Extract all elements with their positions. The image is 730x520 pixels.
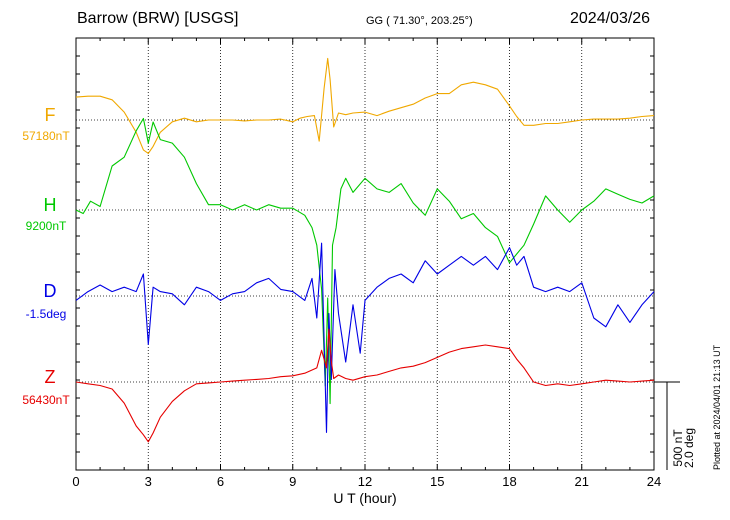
series-baseline-value-z: 56430nT (22, 393, 70, 407)
x-tick-label: 0 (72, 474, 79, 489)
x-tick-label: 24 (647, 474, 661, 489)
tick-layer: 0 3 6 9 12 15 18 21 24 (72, 38, 661, 489)
x-tick-label: 3 (145, 474, 152, 489)
label-layer: F 57180nT H 9200nT D -1.5deg Z 56430nT (22, 105, 70, 407)
grid-layer (147, 38, 583, 470)
series-baseline-value-h: 9200nT (26, 219, 67, 233)
series-line-z (75, 328, 655, 443)
station-title: Barrow (BRW) [USGS] (77, 10, 239, 27)
x-axis-label: U T (hour) (333, 490, 396, 506)
series-layer (75, 57, 655, 443)
plot-date: 2024/03/26 (570, 10, 651, 27)
series-baseline-value-f: 57180nT (22, 129, 70, 143)
series-name-f: F (45, 105, 56, 125)
series-line-d (75, 242, 655, 433)
x-tick-label: 15 (430, 474, 444, 489)
station-coordinates: GG ( 71.30°, 203.25°) (366, 15, 473, 27)
series-line-h (75, 117, 655, 405)
series-line-f (75, 57, 655, 154)
x-tick-label: 18 (502, 474, 516, 489)
series-name-h: H (44, 195, 57, 215)
scale-bar-deg: 2.0 deg (682, 428, 696, 468)
plotted-timestamp: Plotted at 2024/04/01 21:13 UT (712, 344, 722, 470)
baseline-layer (76, 119, 654, 383)
scale-bar: 500 nT 2.0 deg (654, 381, 696, 470)
x-tick-label: 12 (358, 474, 372, 489)
series-name-d: D (44, 281, 57, 301)
x-tick-label: 9 (289, 474, 296, 489)
series-baseline-value-d: -1.5deg (26, 307, 67, 321)
x-tick-label: 6 (217, 474, 224, 489)
x-tick-label: 21 (575, 474, 589, 489)
scale-bar-nt: 500 nT (671, 429, 685, 467)
series-name-z: Z (45, 367, 56, 387)
